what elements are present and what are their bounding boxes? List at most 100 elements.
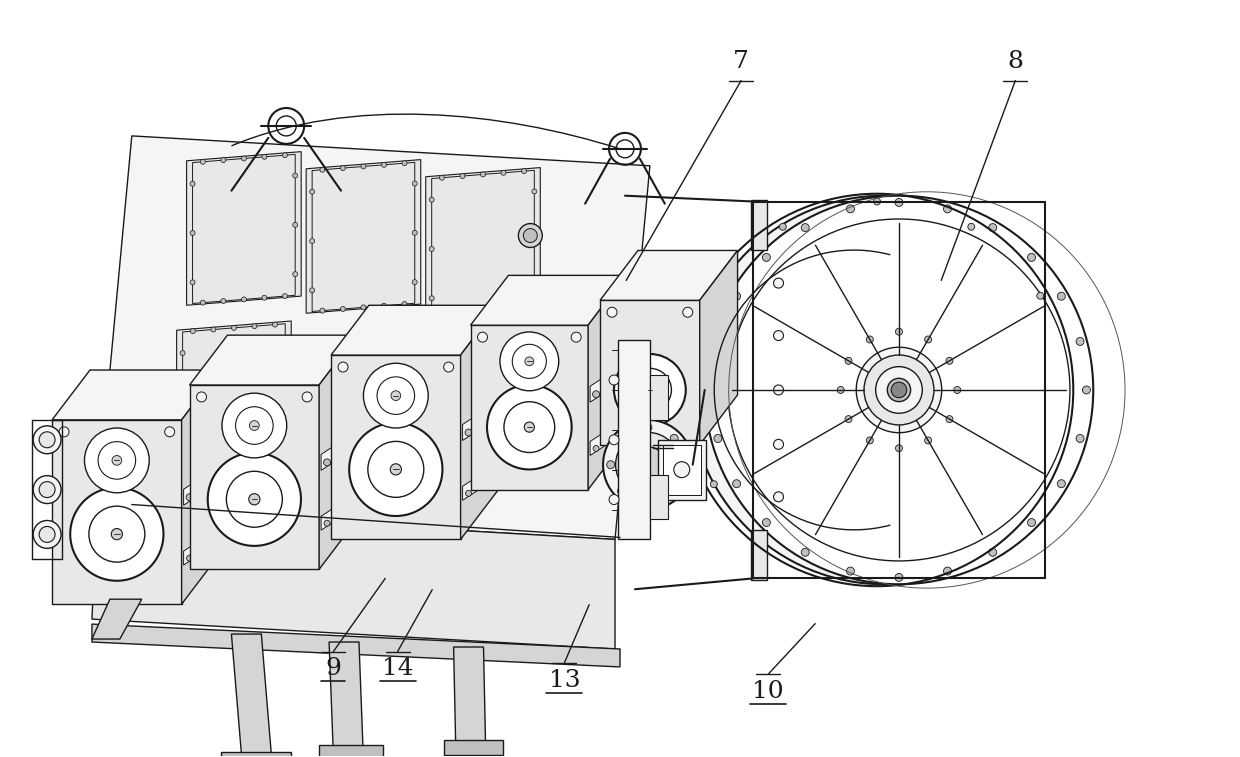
Circle shape xyxy=(867,336,873,343)
Polygon shape xyxy=(306,160,420,313)
Circle shape xyxy=(331,339,336,344)
Circle shape xyxy=(71,488,164,581)
Circle shape xyxy=(273,322,278,327)
Circle shape xyxy=(477,332,487,342)
Circle shape xyxy=(391,391,401,400)
Circle shape xyxy=(232,466,237,472)
Circle shape xyxy=(283,391,288,397)
Circle shape xyxy=(211,468,216,473)
Polygon shape xyxy=(444,740,503,755)
Circle shape xyxy=(609,435,619,445)
Circle shape xyxy=(618,435,625,442)
Polygon shape xyxy=(329,642,363,746)
Circle shape xyxy=(572,332,582,342)
Circle shape xyxy=(310,341,315,346)
Circle shape xyxy=(211,327,216,332)
Circle shape xyxy=(630,447,666,483)
Circle shape xyxy=(481,313,486,318)
Circle shape xyxy=(190,181,195,186)
Circle shape xyxy=(522,463,527,468)
Circle shape xyxy=(967,223,975,230)
Circle shape xyxy=(402,160,407,166)
Circle shape xyxy=(89,506,145,562)
Circle shape xyxy=(711,292,717,299)
Circle shape xyxy=(361,164,366,169)
Circle shape xyxy=(1058,292,1065,301)
Circle shape xyxy=(222,393,286,458)
Polygon shape xyxy=(470,326,588,490)
Circle shape xyxy=(249,494,260,505)
Circle shape xyxy=(331,480,336,484)
Circle shape xyxy=(470,347,475,352)
Circle shape xyxy=(460,314,465,319)
Circle shape xyxy=(201,301,206,305)
Circle shape xyxy=(774,385,784,395)
Circle shape xyxy=(419,471,424,476)
Circle shape xyxy=(412,279,417,285)
Circle shape xyxy=(615,432,681,497)
Circle shape xyxy=(227,472,283,527)
Circle shape xyxy=(844,357,852,364)
Polygon shape xyxy=(232,634,272,754)
Circle shape xyxy=(249,421,259,431)
Circle shape xyxy=(341,166,346,170)
Circle shape xyxy=(450,349,455,354)
Circle shape xyxy=(501,170,506,176)
Polygon shape xyxy=(184,472,210,505)
Polygon shape xyxy=(97,136,650,540)
Circle shape xyxy=(262,295,267,301)
Circle shape xyxy=(165,427,175,437)
Polygon shape xyxy=(319,745,383,757)
Circle shape xyxy=(300,461,305,466)
Circle shape xyxy=(857,347,941,433)
Circle shape xyxy=(689,195,1079,584)
Circle shape xyxy=(512,344,517,349)
Circle shape xyxy=(847,205,854,213)
Circle shape xyxy=(60,427,69,437)
Circle shape xyxy=(1076,338,1084,345)
Circle shape xyxy=(208,453,301,546)
Bar xyxy=(650,375,668,420)
Circle shape xyxy=(402,301,407,307)
Circle shape xyxy=(273,463,278,468)
Circle shape xyxy=(522,364,527,369)
Circle shape xyxy=(190,280,195,285)
Circle shape xyxy=(681,461,689,469)
Circle shape xyxy=(774,278,784,288)
Circle shape xyxy=(112,528,123,540)
Polygon shape xyxy=(222,752,291,757)
Polygon shape xyxy=(751,200,768,250)
Circle shape xyxy=(714,338,722,345)
Circle shape xyxy=(523,229,537,242)
Circle shape xyxy=(988,223,997,232)
Circle shape xyxy=(671,487,678,495)
Circle shape xyxy=(33,426,61,453)
Circle shape xyxy=(614,354,686,425)
Circle shape xyxy=(339,362,348,372)
Circle shape xyxy=(283,441,288,446)
Circle shape xyxy=(673,462,689,478)
Circle shape xyxy=(283,342,288,347)
Text: 8: 8 xyxy=(1007,50,1023,73)
Circle shape xyxy=(944,567,951,575)
Circle shape xyxy=(946,357,952,364)
Circle shape xyxy=(363,363,428,428)
Circle shape xyxy=(522,169,527,173)
Circle shape xyxy=(465,429,472,436)
Circle shape xyxy=(112,456,122,466)
Circle shape xyxy=(372,335,377,341)
Circle shape xyxy=(377,377,414,414)
Circle shape xyxy=(262,154,267,159)
Circle shape xyxy=(706,211,1063,569)
Circle shape xyxy=(439,175,444,180)
Circle shape xyxy=(419,422,424,427)
Circle shape xyxy=(532,238,537,243)
Circle shape xyxy=(221,157,226,163)
Circle shape xyxy=(609,375,619,385)
Circle shape xyxy=(320,308,325,313)
Polygon shape xyxy=(319,335,357,569)
Polygon shape xyxy=(415,343,531,497)
Circle shape xyxy=(895,198,903,207)
Polygon shape xyxy=(590,424,616,456)
Bar xyxy=(650,475,668,519)
